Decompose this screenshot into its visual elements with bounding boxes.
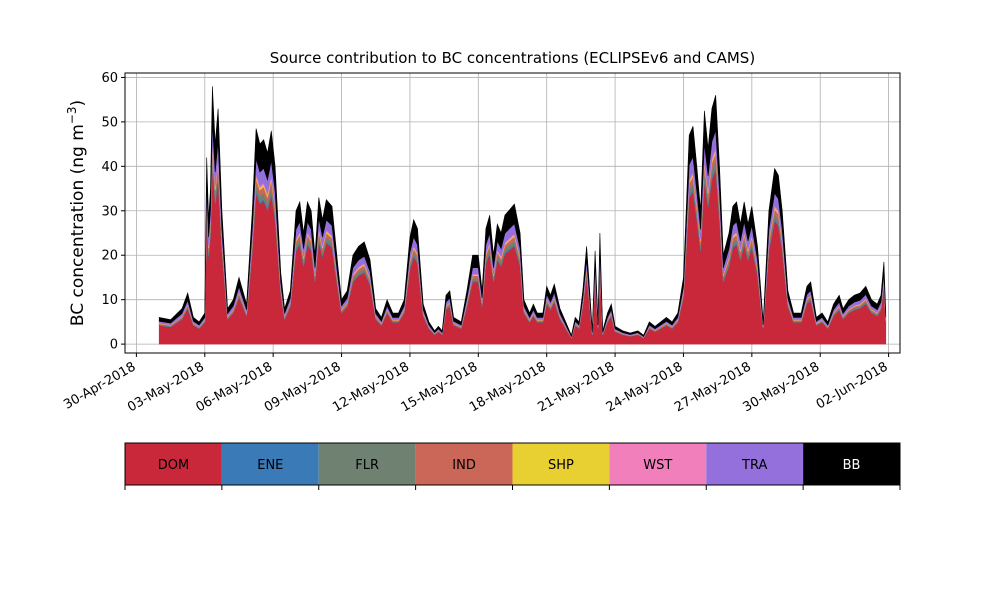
legend-swatch-flr (318, 443, 416, 485)
legend-label-shp: SHP (548, 458, 574, 473)
y-tick-label: 10 (101, 293, 118, 308)
x-tick-label: 27-May-2018 (672, 359, 754, 415)
x-tick-label: 09-May-2018 (262, 359, 344, 415)
legend-swatch-ind (415, 443, 513, 485)
y-tick-label: 20 (101, 249, 118, 264)
x-tick-label: 12-May-2018 (330, 359, 412, 415)
x-tick-label: 03-May-2018 (125, 359, 207, 415)
legend-swatch-tra (706, 443, 804, 485)
x-tick-label: 02-Jun-2018 (814, 359, 891, 412)
x-tick-label: 18-May-2018 (467, 359, 549, 415)
y-tick-label: 50 (101, 115, 118, 130)
legend-swatch-ene (221, 443, 319, 485)
legend-swatch-wst (609, 443, 707, 485)
y-tick-label: 40 (101, 160, 118, 175)
plot-frame (124, 72, 901, 354)
x-tick-label: 21-May-2018 (535, 359, 617, 415)
legend-label-flr: FLR (355, 458, 379, 473)
legend-label-ind: IND (452, 458, 476, 473)
legend-swatch-shp (512, 443, 610, 485)
legend-swatch-bb (803, 443, 900, 485)
y-tick-label: 30 (101, 204, 118, 219)
legend-label-bb: BB (843, 458, 861, 473)
x-tick-label: 15-May-2018 (399, 359, 481, 415)
x-tick-label: 06-May-2018 (193, 359, 275, 415)
legend-label-ene: ENE (257, 458, 283, 473)
stacked-areas (158, 86, 887, 345)
axes: 010203040506030-Apr-201803-May-201806-Ma… (61, 71, 890, 415)
legend: DOM ENE FLR IND SHP WST TRA BB (124, 442, 901, 490)
chart-title: Source contribution to BC concentrations… (270, 49, 755, 67)
legend-label-wst: WST (643, 458, 672, 473)
y-tick-label: 0 (110, 338, 118, 353)
area-series-bb (158, 86, 887, 338)
legend-label-dom: DOM (158, 458, 189, 473)
x-tick-label: 24-May-2018 (604, 359, 686, 415)
y-tick-label: 60 (101, 71, 118, 86)
y-axis-label: BC concentration (ng m−3) (65, 100, 88, 326)
legend-swatch-dom (125, 443, 222, 485)
x-tick-label: 30-May-2018 (741, 359, 823, 415)
legend-label-tra: TRA (741, 458, 767, 473)
